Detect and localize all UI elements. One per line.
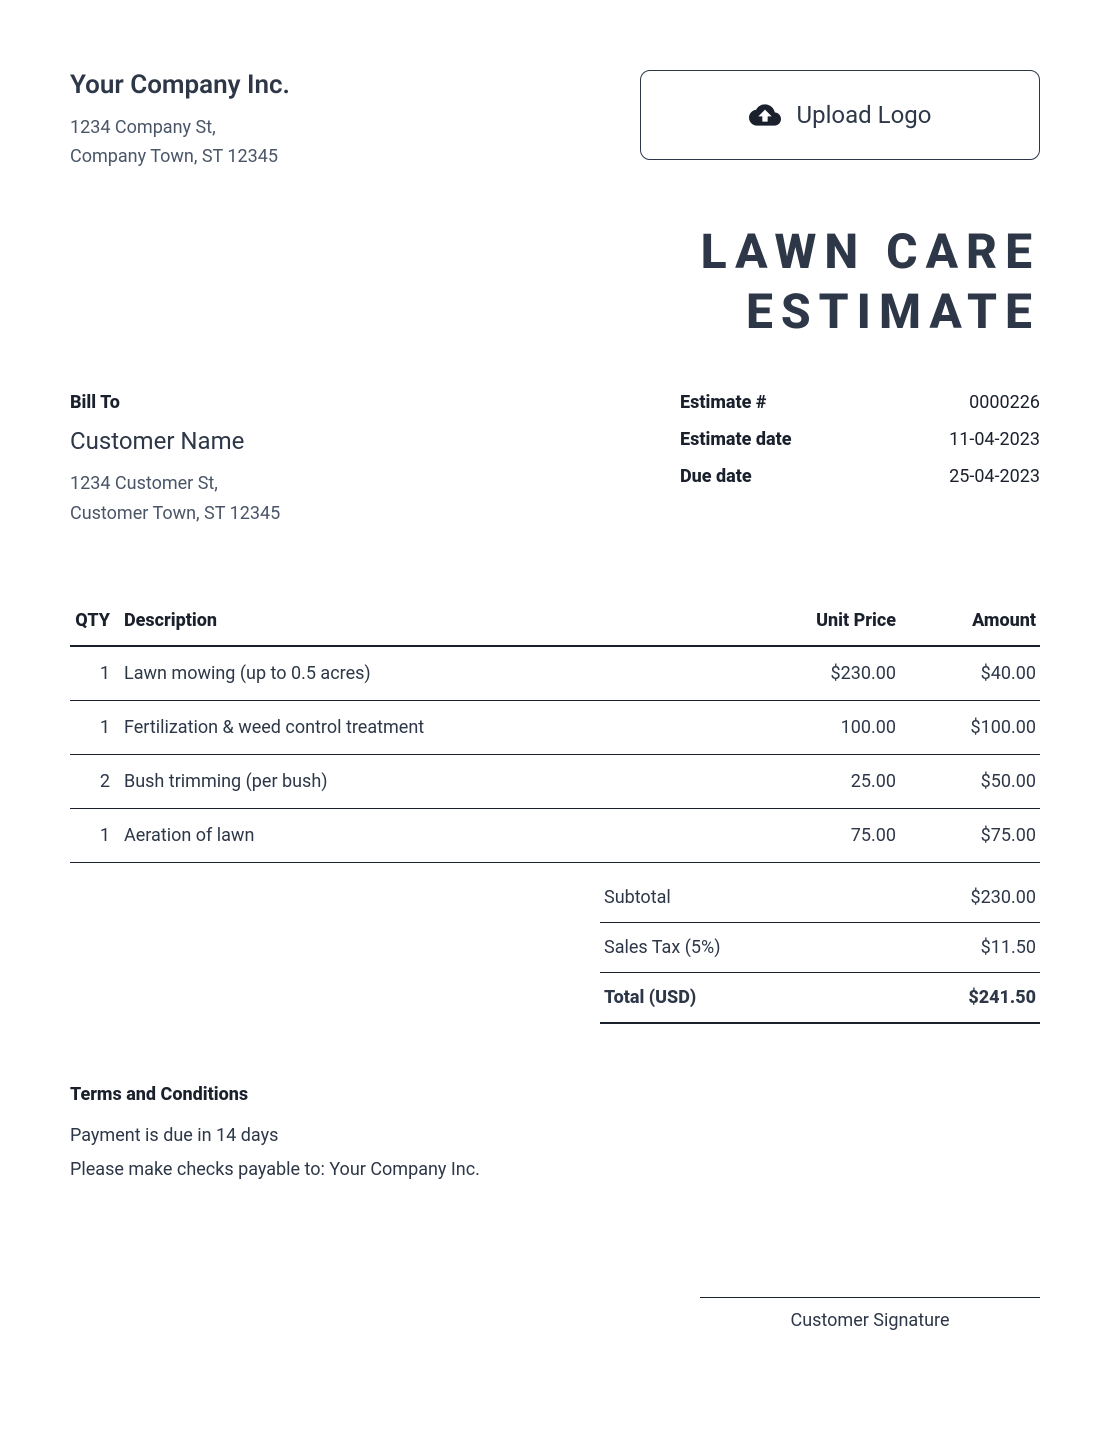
line-items-table: QTY Description Unit Price Amount 1 Lawn… xyxy=(70,600,1040,863)
document-title: LAWN CARE ESTIMATE xyxy=(70,222,1040,342)
cell-amount: $40.00 xyxy=(900,646,1040,701)
customer-name: Customer Name xyxy=(70,427,680,455)
document-title-line1: LAWN CARE xyxy=(70,222,1040,282)
table-header-row: QTY Description Unit Price Amount xyxy=(70,600,1040,646)
cell-qty: 1 xyxy=(70,700,120,754)
cell-unit-price: 25.00 xyxy=(720,754,900,808)
terms-line2: Please make checks payable to: Your Comp… xyxy=(70,1153,1040,1187)
cell-amount: $75.00 xyxy=(900,808,1040,862)
cloud-upload-icon xyxy=(749,99,781,131)
header-description: Description xyxy=(120,600,720,646)
due-date-row: Due date 25-04-2023 xyxy=(680,466,1040,487)
terms-section: Terms and Conditions Payment is due in 1… xyxy=(70,1084,1040,1187)
upload-logo-label: Upload Logo xyxy=(797,101,932,129)
estimate-number-row: Estimate # 0000226 xyxy=(680,392,1040,413)
cell-unit-price: 75.00 xyxy=(720,808,900,862)
subtotal-value: $230.00 xyxy=(971,887,1036,908)
table-row: 1 Lawn mowing (up to 0.5 acres) $230.00 … xyxy=(70,646,1040,701)
estimate-meta: Estimate # 0000226 Estimate date 11-04-2… xyxy=(680,392,1040,530)
cell-unit-price: 100.00 xyxy=(720,700,900,754)
cell-amount: $100.00 xyxy=(900,700,1040,754)
table-row: 2 Bush trimming (per bush) 25.00 $50.00 xyxy=(70,754,1040,808)
cell-qty: 1 xyxy=(70,808,120,862)
total-value: $241.50 xyxy=(968,987,1036,1008)
estimate-date-label: Estimate date xyxy=(680,429,792,450)
cell-qty: 1 xyxy=(70,646,120,701)
cell-unit-price: $230.00 xyxy=(720,646,900,701)
header-amount: Amount xyxy=(900,600,1040,646)
due-date-value: 25-04-2023 xyxy=(949,466,1040,487)
company-address: 1234 Company St, Company Town, ST 12345 xyxy=(70,114,640,172)
estimate-date-value: 11-04-2023 xyxy=(949,429,1040,450)
estimate-number-label: Estimate # xyxy=(680,392,766,413)
header-unit-price: Unit Price xyxy=(720,600,900,646)
cell-description: Bush trimming (per bush) xyxy=(120,754,720,808)
cell-description: Lawn mowing (up to 0.5 acres) xyxy=(120,646,720,701)
table-row: 1 Fertilization & weed control treatment… xyxy=(70,700,1040,754)
cell-description: Aeration of lawn xyxy=(120,808,720,862)
cell-amount: $50.00 xyxy=(900,754,1040,808)
total-row: Total (USD) $241.50 xyxy=(600,973,1040,1024)
table-row: 1 Aeration of lawn 75.00 $75.00 xyxy=(70,808,1040,862)
signature-label: Customer Signature xyxy=(700,1297,1040,1331)
subtotal-row: Subtotal $230.00 xyxy=(600,873,1040,923)
terms-title: Terms and Conditions xyxy=(70,1084,1040,1105)
customer-address-line2: Customer Town, ST 12345 xyxy=(70,499,680,530)
bill-to-block: Bill To Customer Name 1234 Customer St, … xyxy=(70,392,680,530)
company-block: Your Company Inc. 1234 Company St, Compa… xyxy=(70,70,640,172)
header-qty: QTY xyxy=(70,600,120,646)
company-name: Your Company Inc. xyxy=(70,70,640,100)
totals-block: Subtotal $230.00 Sales Tax (5%) $11.50 T… xyxy=(600,873,1040,1024)
tax-value: $11.50 xyxy=(981,937,1036,958)
company-address-line2: Company Town, ST 12345 xyxy=(70,143,640,172)
tax-label: Sales Tax (5%) xyxy=(604,937,720,958)
signature-block: Customer Signature xyxy=(700,1297,1040,1331)
subtotal-label: Subtotal xyxy=(604,887,671,908)
estimate-number-value: 0000226 xyxy=(969,392,1040,413)
customer-address: 1234 Customer St, Customer Town, ST 1234… xyxy=(70,469,680,530)
document-title-line2: ESTIMATE xyxy=(70,282,1040,342)
bill-to-label: Bill To xyxy=(70,392,680,413)
upload-logo-button[interactable]: Upload Logo xyxy=(640,70,1040,160)
company-address-line1: 1234 Company St, xyxy=(70,114,640,143)
cell-description: Fertilization & weed control treatment xyxy=(120,700,720,754)
due-date-label: Due date xyxy=(680,466,752,487)
tax-row: Sales Tax (5%) $11.50 xyxy=(600,923,1040,973)
estimate-date-row: Estimate date 11-04-2023 xyxy=(680,429,1040,450)
terms-line1: Payment is due in 14 days xyxy=(70,1119,1040,1153)
customer-address-line1: 1234 Customer St, xyxy=(70,469,680,500)
total-label: Total (USD) xyxy=(604,987,696,1008)
cell-qty: 2 xyxy=(70,754,120,808)
